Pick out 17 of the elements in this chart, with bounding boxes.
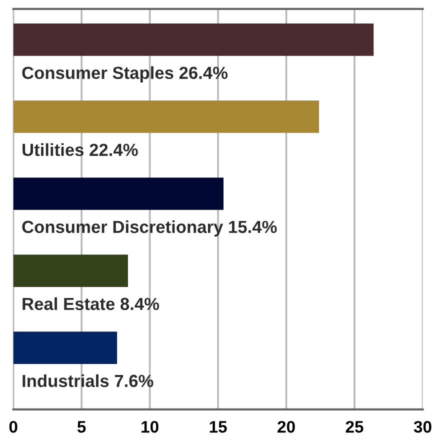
x-tick-label: 20 [278,420,295,433]
bar [13,254,128,287]
x-tick-label: 15 [210,421,227,433]
y-tick-label: Consumer Discretionary 15.4% [22,220,277,236]
x-tick-label: 25 [346,420,364,433]
x-tick-label: 30 [414,420,432,433]
y-tick-label: Industrials 7.6% [22,374,154,388]
y-tick-label: Real Estate 8.4% [22,297,160,310]
bar [13,24,374,56]
x-tick-label: 5 [77,421,86,433]
x-tick-label: 10 [142,420,158,433]
y-tick-label: Utilities 22.4% [22,143,138,156]
bar [13,332,118,364]
bar [13,178,224,210]
x-tick-label: 0 [9,420,18,433]
bar [13,100,320,133]
y-tick-label: Consumer Staples 26.4% [22,66,228,82]
